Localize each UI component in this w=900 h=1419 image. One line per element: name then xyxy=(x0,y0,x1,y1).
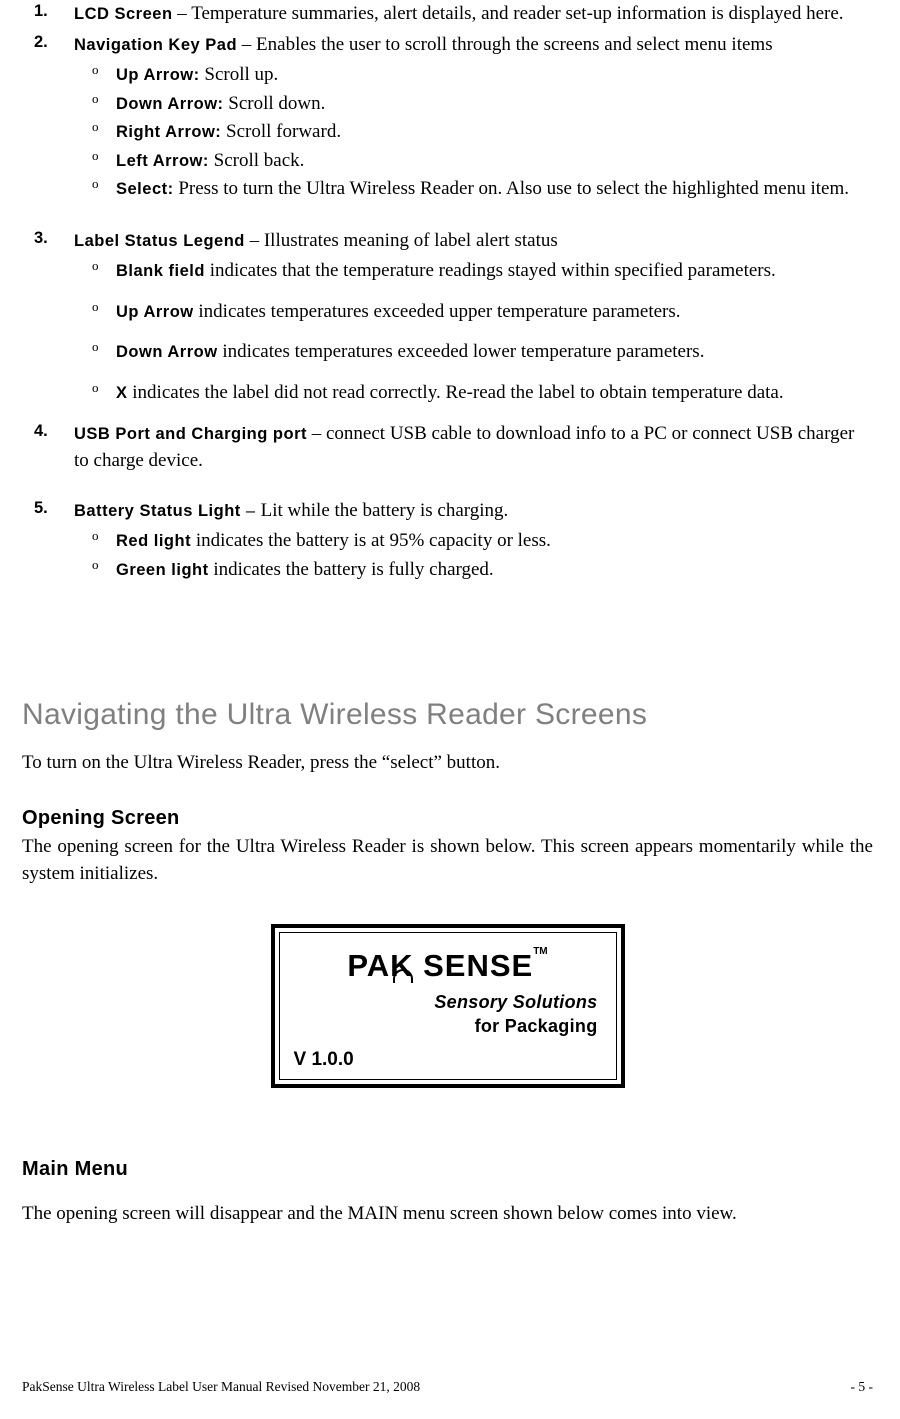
list-item-3: 3. Label Status Legend – Illustrates mea… xyxy=(74,227,873,407)
page-footer: PakSense Ultra Wireless Label User Manua… xyxy=(22,1379,873,1395)
list-item-4: 4. USB Port and Charging port – connect … xyxy=(74,420,873,475)
tagline-1: Sensory Solutions xyxy=(434,992,597,1013)
bullet: o xyxy=(92,175,99,194)
sub-text: Scroll forward. xyxy=(221,121,341,142)
sub-list: o Blank field indicates that the temperat… xyxy=(74,257,873,406)
intro-text: To turn on the Ultra Wireless Reader, pr… xyxy=(22,750,873,777)
bullet: o xyxy=(92,118,99,137)
sub-label: Down Arrow: xyxy=(116,95,224,113)
item-number: 5. xyxy=(34,497,48,521)
item-number: 2. xyxy=(34,31,48,55)
item-label: Battery Status Light xyxy=(74,502,241,520)
item-number: 4. xyxy=(34,420,48,444)
opening-screen-text: The opening screen for the Ultra Wireles… xyxy=(22,834,873,888)
list-item-2: 2. Navigation Key Pad – Enables the user… xyxy=(74,31,873,203)
sub-text: Scroll up. xyxy=(200,64,279,85)
sub-item: oUp Arrow: Scroll up. xyxy=(116,61,873,89)
sub-label: Down Arrow xyxy=(116,343,218,361)
item-label: Navigation Key Pad xyxy=(74,36,237,54)
sub-list: oUp Arrow: Scroll up. oDown Arrow: Scrol… xyxy=(74,61,873,203)
sub-item: oRight Arrow: Scroll forward. xyxy=(116,118,873,146)
subsection-main-menu: Main Menu xyxy=(22,1158,873,1181)
item-text: – Temperature summaries, alert details, … xyxy=(173,3,844,24)
sub-label: Select: xyxy=(116,180,174,198)
sub-item: oGreen light indicates the battery is fu… xyxy=(116,556,873,584)
sub-text: Press to turn the Ultra Wireless Reader … xyxy=(174,178,849,199)
list-item-1: 1. LCD Screen – Temperature summaries, a… xyxy=(74,0,873,28)
sub-list: o Red light indicates the battery is at 9… xyxy=(74,527,873,583)
item-number: 3. xyxy=(34,227,48,251)
main-menu-text: The opening screen will disappear and th… xyxy=(22,1201,873,1228)
item-label: Label Status Legend xyxy=(74,232,245,250)
sub-item: oSelect: Press to turn the Ultra Wireles… xyxy=(116,175,873,203)
item-number: 1. xyxy=(34,0,48,24)
brand-logo: PAK SENSETM xyxy=(347,948,547,984)
sub-text: Scroll down. xyxy=(224,93,326,114)
sub-text: indicates temperatures exceeded upper te… xyxy=(194,301,681,322)
list-item-5: 5. Battery Status Light – Lit while the … xyxy=(74,497,873,584)
numbered-list: 1. LCD Screen – Temperature summaries, a… xyxy=(22,0,873,583)
bullet: o xyxy=(92,147,99,166)
brand-text: PAK SENSE xyxy=(347,948,533,983)
bullet: o xyxy=(92,338,99,357)
sub-item: oX indicates the label did not read corr… xyxy=(116,379,873,407)
sub-item: oRed light indicates the battery is at 9… xyxy=(116,527,873,555)
item-dash: – xyxy=(241,502,261,520)
sub-item: oDown Arrow indicates temperatures excee… xyxy=(116,338,873,366)
sub-item: oDown Arrow: Scroll down. xyxy=(116,90,873,118)
item-text: – Illustrates meaning of label alert sta… xyxy=(245,230,558,251)
footer-left: PakSense Ultra Wireless Label User Manua… xyxy=(22,1379,420,1394)
sub-text: indicates the label did not read correct… xyxy=(128,382,784,403)
sub-label: Blank field xyxy=(116,262,205,280)
sub-text: indicates the battery is at 95% capacity… xyxy=(191,530,551,551)
sub-item: oBlank field indicates that the temperat… xyxy=(116,257,873,285)
sub-text: indicates that the temperature readings … xyxy=(205,260,776,281)
sub-item: oUp Arrow indicates temperatures exceede… xyxy=(116,298,873,326)
bullet: o xyxy=(92,379,99,398)
bullet: o xyxy=(92,298,99,317)
item-text: Lit while the battery is charging. xyxy=(261,500,509,521)
sub-label: Green light xyxy=(116,561,209,579)
sub-label: Right Arrow: xyxy=(116,123,221,141)
trademark-icon: TM xyxy=(533,946,547,957)
item-label: LCD Screen xyxy=(74,5,173,23)
item-text: – Enables the user to scroll through the… xyxy=(237,34,773,55)
tagline-2: for Packaging xyxy=(475,1016,598,1037)
bullet: o xyxy=(92,556,99,575)
lcd-screenshot: PAK SENSETM Sensory Solutions for Packag… xyxy=(22,924,873,1094)
bullet: o xyxy=(92,90,99,109)
section-heading: Navigating the Ultra Wireless Reader Scr… xyxy=(22,698,873,732)
sub-label: Up Arrow: xyxy=(116,66,200,84)
sub-label: X xyxy=(116,384,128,402)
page-number: - 5 - xyxy=(851,1379,874,1395)
lcd-inner: PAK SENSETM Sensory Solutions for Packag… xyxy=(279,932,617,1080)
lcd-frame: PAK SENSETM Sensory Solutions for Packag… xyxy=(271,924,625,1088)
subsection-opening-screen: Opening Screen xyxy=(22,807,873,830)
item-label: USB Port and Charging port xyxy=(74,425,307,443)
sub-label: Red light xyxy=(116,532,191,550)
sub-text: Scroll back. xyxy=(209,150,305,171)
sub-text: indicates temperatures exceeded lower te… xyxy=(218,341,705,362)
version-label: V 1.0.0 xyxy=(294,1049,354,1071)
sub-text: indicates the battery is fully charged. xyxy=(209,559,494,580)
sub-item: oLeft Arrow: Scroll back. xyxy=(116,147,873,175)
sub-label: Left Arrow: xyxy=(116,152,209,170)
sub-label: Up Arrow xyxy=(116,303,194,321)
bullet: o xyxy=(92,257,99,276)
bullet: o xyxy=(92,61,99,80)
bullet: o xyxy=(92,527,99,546)
